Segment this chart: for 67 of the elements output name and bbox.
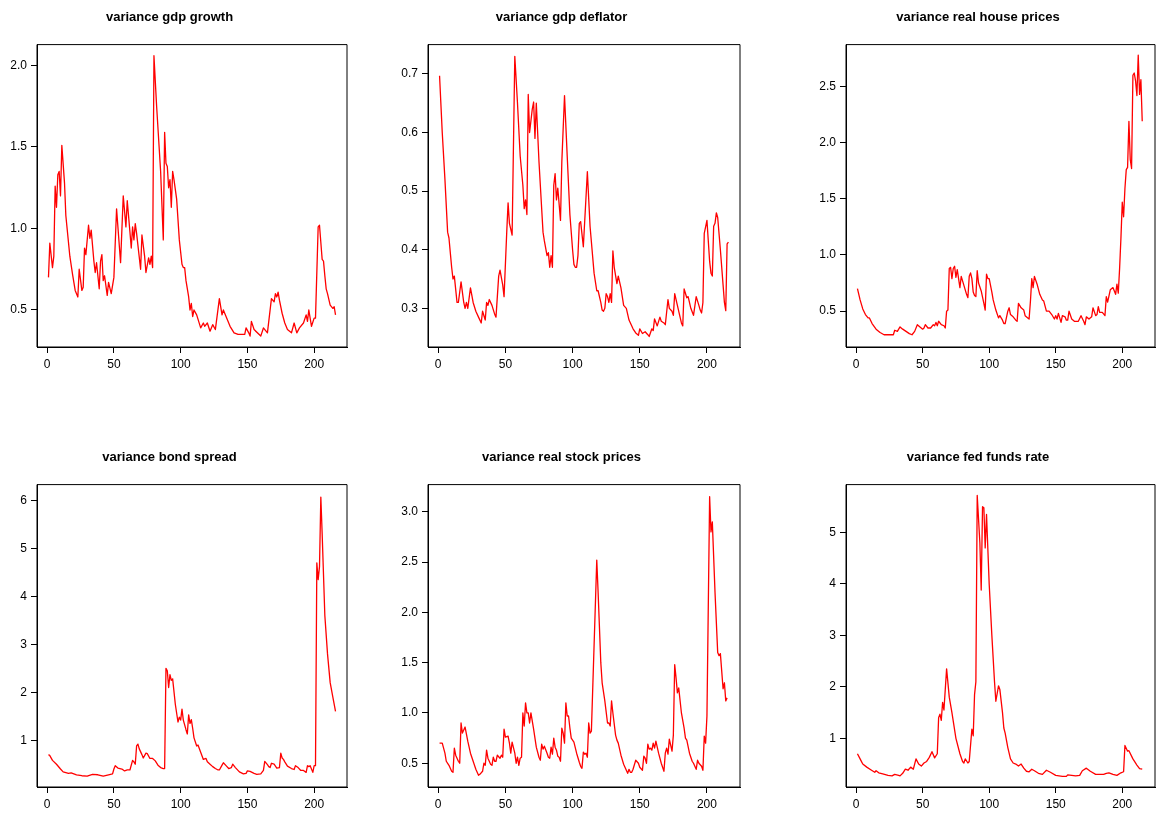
x-tick-label: 50: [107, 356, 121, 371]
x-tick-label: 150: [629, 796, 651, 811]
y-tick-label: 1.5: [10, 139, 28, 154]
x-tick-label: 150: [1045, 796, 1067, 811]
y-tick-label: 0.5: [10, 302, 28, 317]
y-tick-label: 1.0: [401, 705, 419, 720]
y-tick-label: 2.5: [401, 554, 419, 569]
x-tick-label: 200: [304, 356, 325, 371]
y-tick-label: 4: [20, 588, 28, 603]
y-tick-label: 2: [829, 679, 837, 694]
x-tick-label: 150: [1045, 356, 1067, 371]
y-tick-label: 5: [829, 524, 837, 539]
chart-title: variance real stock prices: [482, 449, 641, 465]
chart-title: variance gdp growth: [105, 9, 234, 25]
y-tick-label: 0.5: [401, 183, 419, 198]
x-tick-label: 0: [434, 796, 442, 811]
x-tick-label: 50: [915, 356, 930, 371]
x-tick-label: 50: [498, 796, 513, 811]
y-tick-label: 6: [20, 492, 28, 507]
x-tick-label: 100: [170, 796, 191, 811]
x-tick-label: 150: [237, 356, 258, 371]
chart-title: variance gdp deflator: [495, 9, 628, 25]
y-tick-label: 2: [20, 684, 28, 699]
x-tick-label: 100: [562, 356, 583, 371]
x-tick-label: 50: [498, 356, 513, 371]
x-tick-label: 150: [629, 356, 651, 371]
y-tick-label: 1.0: [10, 220, 28, 235]
y-tick-label: 0.3: [401, 300, 419, 315]
y-tick-label: 0.5: [819, 303, 837, 318]
chart-title: variance real house prices: [896, 9, 1060, 25]
x-tick-label: 0: [43, 796, 51, 811]
x-tick-label: 200: [696, 796, 718, 811]
chart-title: variance bond spread: [102, 449, 237, 465]
chart-title: variance fed funds rate: [906, 449, 1050, 465]
y-tick-label: 3.0: [401, 504, 419, 519]
x-tick-label: 200: [1112, 796, 1133, 811]
x-tick-label: 0: [43, 356, 51, 371]
x-tick-label: 100: [979, 796, 1000, 811]
y-tick-label: 4: [829, 576, 837, 591]
y-tick-label: 2.0: [819, 134, 837, 149]
y-tick-label: 5: [20, 540, 28, 555]
x-tick-label: 50: [915, 796, 930, 811]
x-tick-label: 100: [170, 356, 191, 371]
y-tick-label: 1.0: [819, 247, 837, 262]
y-tick-label: 0.4: [401, 242, 419, 257]
x-tick-label: 50: [107, 796, 121, 811]
y-tick-label: 0.7: [401, 66, 419, 81]
x-tick-label: 0: [852, 356, 860, 371]
x-tick-label: 0: [434, 356, 442, 371]
x-tick-label: 0: [852, 796, 860, 811]
x-tick-label: 200: [696, 356, 718, 371]
y-tick-label: 0.6: [401, 124, 419, 139]
y-tick-label: 2.0: [401, 604, 419, 619]
x-tick-label: 150: [237, 796, 258, 811]
y-tick-label: 1.5: [401, 654, 419, 669]
y-tick-label: 1: [829, 730, 837, 745]
x-tick-label: 100: [562, 796, 583, 811]
y-tick-label: 0.5: [401, 755, 419, 770]
y-tick-label: 3: [20, 636, 28, 651]
y-tick-label: 2.0: [10, 57, 28, 72]
y-tick-label: 1: [20, 732, 28, 747]
y-tick-label: 1.5: [819, 191, 837, 206]
x-tick-label: 200: [1112, 356, 1133, 371]
x-tick-label: 100: [979, 356, 1000, 371]
y-tick-label: 3: [829, 627, 837, 642]
y-tick-label: 2.5: [819, 78, 837, 93]
x-tick-label: 200: [304, 796, 325, 811]
